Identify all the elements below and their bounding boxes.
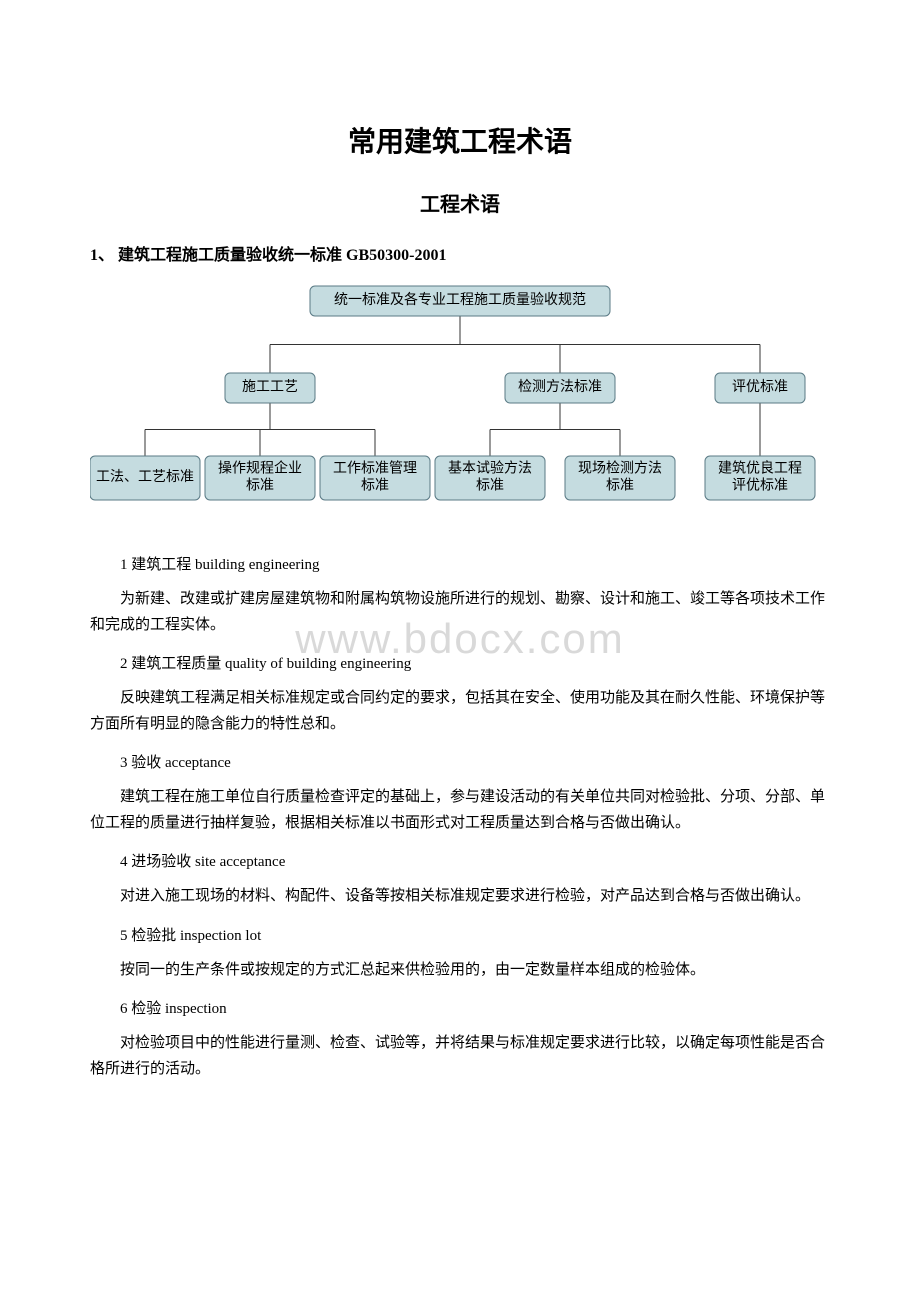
page-content: 常用建筑工程术语 工程术语 1、 建筑工程施工质量验收统一标准 GB50300-… xyxy=(90,120,830,1082)
svg-text:标准: 标准 xyxy=(246,478,274,494)
svg-text:操作规程企业: 操作规程企业 xyxy=(218,460,302,477)
diagram-node: 操作规程企业标准 xyxy=(205,456,315,500)
term-description: 反映建筑工程满足相关标准规定或合同约定的要求，包括其在安全、使用功能及其在耐久性… xyxy=(90,686,830,737)
diagram-node: 现场检测方法标准 xyxy=(565,456,675,500)
term-description: 对进入施工现场的材料、构配件、设备等按相关标准规定要求进行检验，对产品达到合格与… xyxy=(90,884,830,910)
term-heading: 1 建筑工程 building engineering xyxy=(90,553,830,577)
diagram-node: 工作标准管理标准 xyxy=(320,456,430,500)
diagram-node: 工法、工艺标准 xyxy=(90,456,200,500)
term-heading: 4 进场验收 site acceptance xyxy=(90,850,830,874)
svg-text:标准: 标准 xyxy=(606,478,634,494)
doc-title: 常用建筑工程术语 xyxy=(90,120,830,160)
term-description: 对检验项目中的性能进行量测、检查、试验等，并将结果与标准规定要求进行比较，以确定… xyxy=(90,1031,830,1082)
diagram-node: 建筑优良工程评优标准 xyxy=(705,456,815,500)
svg-text:现场检测方法: 现场检测方法 xyxy=(578,461,662,477)
term-heading: 5 检验批 inspection lot xyxy=(90,924,830,948)
svg-text:评优标准: 评优标准 xyxy=(732,478,788,494)
svg-text:统一标准及各专业工程施工质量验收规范: 统一标准及各专业工程施工质量验收规范 xyxy=(334,291,586,308)
term-heading: 2 建筑工程质量 quality of building engineering xyxy=(90,652,830,676)
svg-text:标准: 标准 xyxy=(361,478,389,494)
svg-text:检测方法标准: 检测方法标准 xyxy=(518,379,602,395)
term-heading: 3 验收 acceptance xyxy=(90,751,830,775)
diagram-node: 统一标准及各专业工程施工质量验收规范 xyxy=(310,286,610,316)
svg-text:工作标准管理: 工作标准管理 xyxy=(333,461,417,477)
term-heading: 6 检验 inspection xyxy=(90,997,830,1021)
svg-text:基本试验方法: 基本试验方法 xyxy=(448,460,532,477)
term-description: 按同一的生产条件或按规定的方式汇总起来供检验用的，由一定数量样本组成的检验体。 xyxy=(90,958,830,984)
section-1-heading: 1、 建筑工程施工质量验收统一标准 GB50300-2001 xyxy=(90,241,830,265)
svg-text:施工工艺: 施工工艺 xyxy=(242,379,298,395)
diagram-node: 施工工艺 xyxy=(225,373,315,403)
terms-list: 1 建筑工程 building engineering 为新建、改建或扩建房屋建筑… xyxy=(90,553,830,1082)
svg-text:标准: 标准 xyxy=(476,478,504,494)
diagram-node: 基本试验方法标准 xyxy=(435,456,545,500)
diagram-node: 评优标准 xyxy=(715,373,805,403)
term-description: 为新建、改建或扩建房屋建筑物和附属构筑物设施所进行的规划、勘察、设计和施工、竣工… xyxy=(90,587,830,638)
diagram-node: 检测方法标准 xyxy=(505,373,615,403)
term-description: 建筑工程在施工单位自行质量检查评定的基础上，参与建设活动的有关单位共同对检验批、… xyxy=(90,785,830,836)
hierarchy-diagram: 统一标准及各专业工程施工质量验收规范施工工艺检测方法标准评优标准工法、工艺标准操… xyxy=(90,283,830,523)
subtitle: 工程术语 xyxy=(90,188,830,217)
svg-text:评优标准: 评优标准 xyxy=(732,379,788,395)
svg-text:建筑优良工程: 建筑优良工程 xyxy=(718,461,802,477)
svg-text:工法、工艺标准: 工法、工艺标准 xyxy=(96,469,194,485)
